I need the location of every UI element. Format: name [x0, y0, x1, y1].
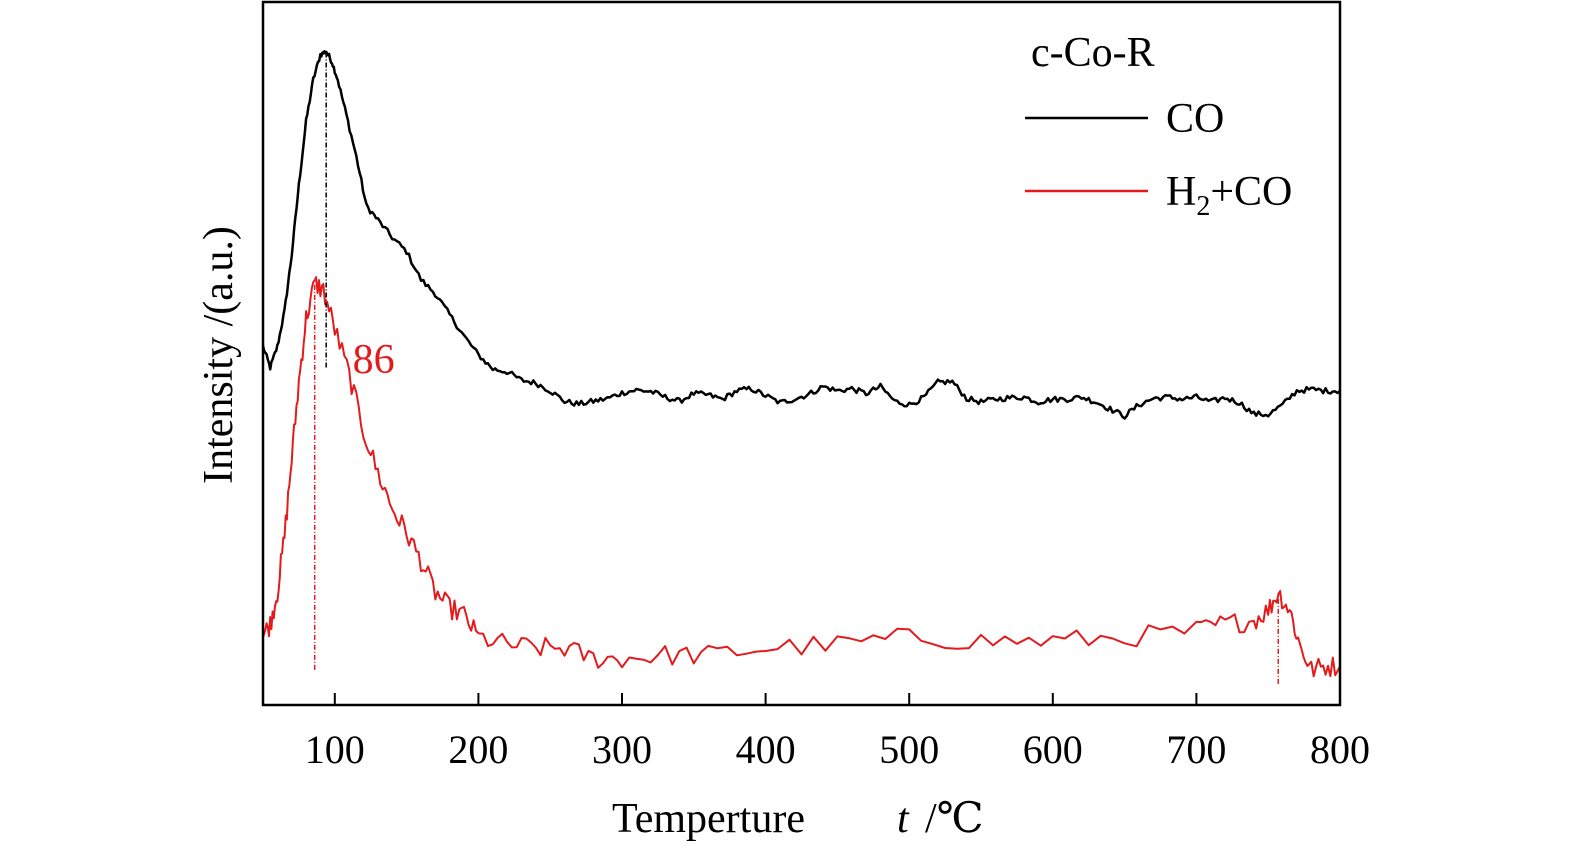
series-line-h2-co: [262, 276, 1341, 678]
series-line-co: [261, 50, 1341, 420]
x-tick-label-400: 400: [736, 727, 796, 772]
x-tick-label-100: 100: [305, 727, 365, 772]
x-tick-label-200: 200: [448, 727, 508, 772]
plot-area: 9486: [261, 50, 1341, 684]
x-axis-unit: /℃: [925, 796, 984, 842]
plot-frame: [261, 0, 1342, 707]
legend-label-1: H2+CO: [1166, 169, 1292, 222]
y-axis-title: Intensity /(a.u.): [196, 226, 242, 484]
x-tick-label-300: 300: [592, 727, 652, 772]
x-tick-label-800: 800: [1310, 727, 1370, 772]
x-axis: 100 200 300 400 500 600 700 800: [305, 693, 1370, 772]
x-tick-label-500: 500: [879, 727, 939, 772]
peak-label-1: 86: [353, 337, 395, 383]
legend-label-0: CO: [1166, 96, 1224, 142]
x-tick-label-600: 600: [1023, 727, 1083, 772]
legend-title: c-Co-R: [1031, 30, 1155, 76]
legend: c-Co-RCO H2+CO: [1025, 30, 1292, 222]
x-axis-variable: t: [897, 796, 910, 842]
x-axis-title: Temperture: [612, 796, 805, 842]
x-tick-label-700: 700: [1166, 727, 1226, 772]
